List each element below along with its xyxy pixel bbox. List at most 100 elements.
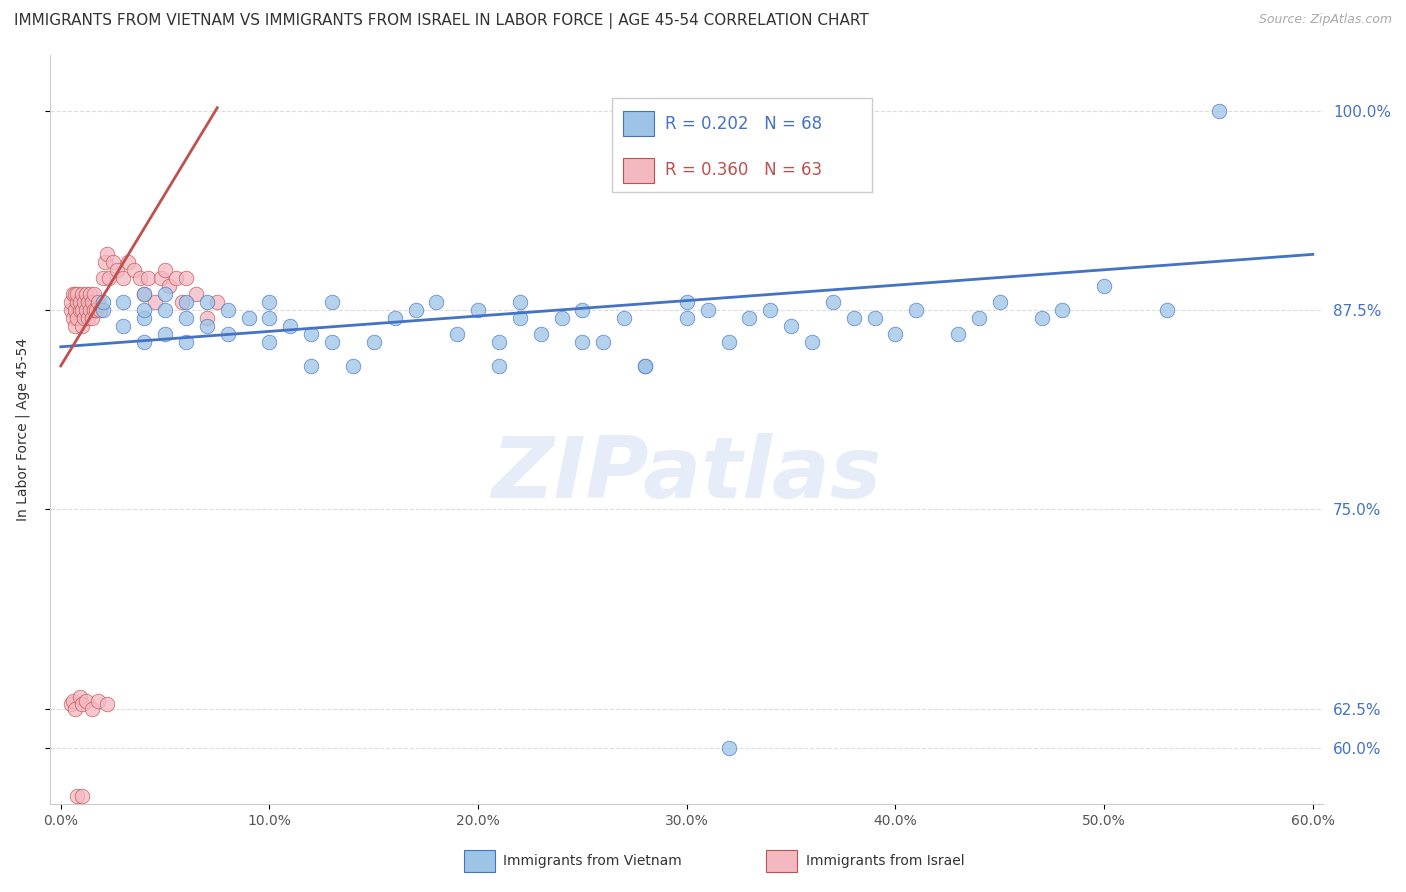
Point (77, 311, 100, 326)
Point (1208, 103, 1230, 118)
Point (138, 271, 160, 285)
Point (112, 295, 135, 310)
Point (112, 271, 135, 285)
Point (170, 295, 193, 310)
Point (717, 334, 740, 349)
Point (321, 334, 343, 349)
Point (571, 303, 593, 318)
Point (157, 279, 180, 293)
Point (1031, 311, 1053, 326)
Point (134, 287, 156, 301)
Point (134, 287, 156, 301)
Point (299, 326, 322, 341)
Point (69, 295, 91, 310)
Point (363, 334, 385, 349)
Point (884, 326, 907, 341)
Text: Source: ZipAtlas.com: Source: ZipAtlas.com (1258, 13, 1392, 27)
Point (946, 326, 969, 341)
Point (69, 690, 91, 705)
Point (66, 295, 89, 310)
Point (70, 789, 93, 804)
Point (207, 295, 229, 310)
Point (60, 303, 83, 318)
Point (69, 303, 91, 318)
Point (299, 359, 322, 373)
Point (321, 295, 343, 310)
Point (467, 303, 489, 318)
Point (73, 311, 96, 326)
Point (73, 295, 96, 310)
Point (122, 263, 145, 277)
Point (717, 741, 740, 756)
Point (675, 295, 697, 310)
Point (129, 271, 152, 285)
Point (153, 303, 176, 318)
Point (134, 303, 156, 318)
Point (195, 319, 218, 334)
Point (65, 701, 87, 715)
Point (738, 311, 761, 326)
Point (91, 271, 114, 285)
Point (79, 287, 101, 301)
Point (217, 303, 239, 318)
Point (405, 303, 427, 318)
Point (75, 303, 97, 318)
Point (842, 311, 865, 326)
Point (278, 319, 301, 334)
Point (83, 303, 105, 318)
Point (174, 295, 197, 310)
Point (174, 271, 197, 285)
Point (1156, 303, 1178, 318)
Point (60, 295, 83, 310)
Point (91, 295, 114, 310)
Point (134, 334, 156, 349)
Point (259, 295, 281, 310)
Point (62, 311, 84, 326)
Point (80, 701, 103, 715)
Y-axis label: In Labor Force | Age 45-54: In Labor Force | Age 45-54 (15, 338, 30, 521)
Point (83, 287, 105, 301)
Text: R = 0.360   N = 63: R = 0.360 N = 63 (665, 161, 823, 179)
Point (117, 255, 139, 269)
Point (1052, 303, 1074, 318)
Point (696, 303, 718, 318)
Point (80, 295, 103, 310)
Text: Immigrants from Vietnam: Immigrants from Vietnam (503, 855, 682, 868)
Point (174, 334, 197, 349)
Point (509, 311, 531, 326)
Point (195, 311, 218, 326)
Point (66, 789, 89, 804)
Point (66, 287, 89, 301)
Point (613, 311, 636, 326)
Point (96, 247, 118, 261)
Point (530, 326, 553, 341)
Point (165, 271, 187, 285)
Point (101, 255, 124, 269)
Point (905, 303, 928, 318)
Point (863, 311, 886, 326)
Point (70, 697, 93, 711)
Point (446, 326, 468, 341)
Point (259, 311, 281, 326)
Point (1092, 279, 1115, 293)
Point (592, 334, 614, 349)
Point (571, 334, 593, 349)
Point (79, 303, 101, 318)
Text: R = 0.202   N = 68: R = 0.202 N = 68 (665, 115, 823, 133)
Point (384, 311, 406, 326)
Point (675, 311, 697, 326)
Point (186, 287, 208, 301)
Point (425, 295, 447, 310)
Point (967, 311, 990, 326)
Point (821, 295, 844, 310)
Point (70, 303, 93, 318)
Point (62, 287, 84, 301)
Point (238, 311, 260, 326)
Point (105, 263, 128, 277)
Point (70, 287, 93, 301)
Point (66, 311, 89, 326)
Point (342, 359, 364, 373)
Point (780, 319, 803, 334)
Point (75, 287, 97, 301)
Point (89, 303, 111, 318)
